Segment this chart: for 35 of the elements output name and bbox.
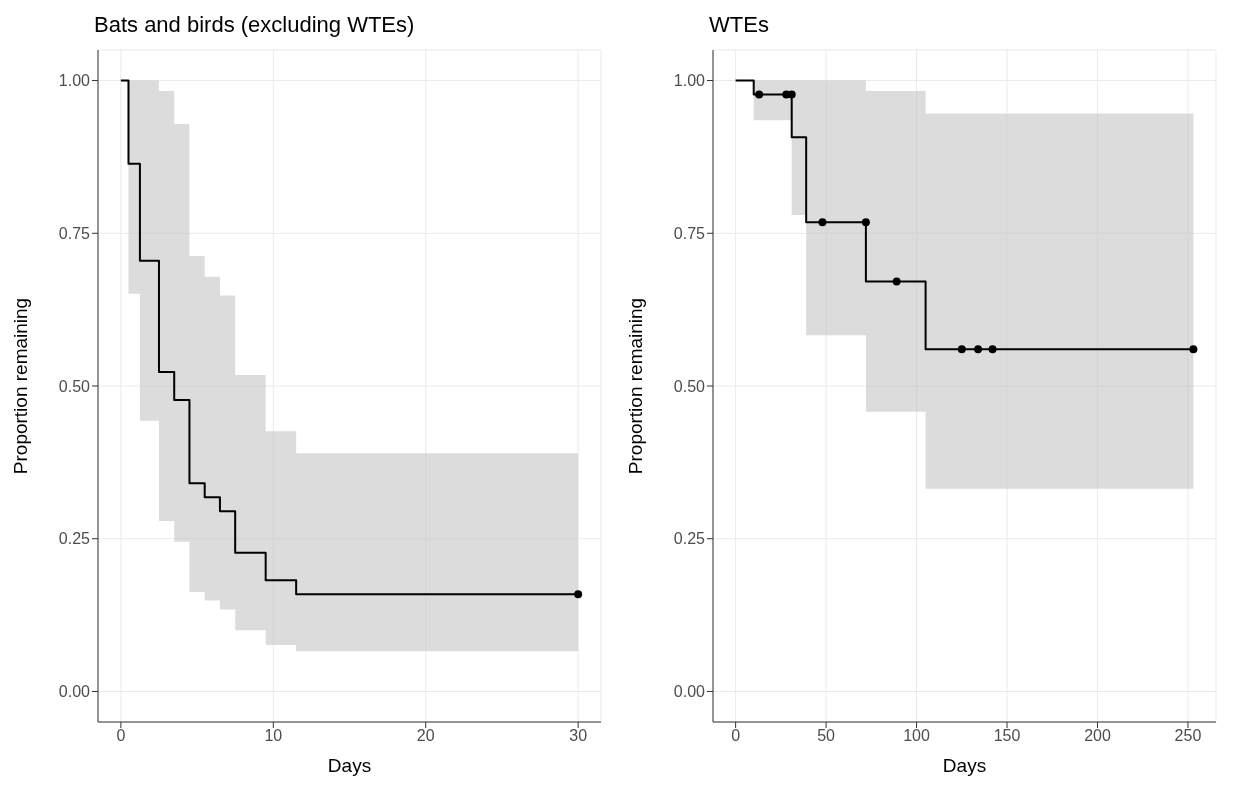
x-tick-label: 100 xyxy=(903,727,930,745)
x-tick-label: 30 xyxy=(569,727,588,745)
point xyxy=(818,218,827,227)
point xyxy=(974,345,983,354)
x-axis-title: Days xyxy=(942,755,987,776)
y-tick-label: 0.25 xyxy=(673,530,706,548)
point xyxy=(755,90,764,99)
x-tick-label: 250 xyxy=(1174,727,1202,745)
y-axis-title: Proportion remaining xyxy=(624,297,646,475)
y-tick-label: 0.50 xyxy=(673,377,706,395)
x-tick-label: 0 xyxy=(731,727,741,745)
chart-title: WTEs xyxy=(709,11,770,39)
x-tick-label: 10 xyxy=(264,727,283,745)
y-tick-label: 0.75 xyxy=(58,224,91,242)
y-tick-label: 1.00 xyxy=(673,72,706,90)
x-tick-label: 20 xyxy=(416,727,435,745)
point xyxy=(892,277,901,286)
point xyxy=(787,90,796,99)
point xyxy=(1189,345,1198,354)
y-tick-label: 0.50 xyxy=(58,377,91,395)
x-tick-label: 50 xyxy=(817,727,836,745)
x-axis-title: Days xyxy=(327,755,372,776)
y-tick-label: 0.75 xyxy=(673,224,706,242)
y-tick-label: 0.25 xyxy=(58,530,91,548)
y-axis-title: Proportion remaining xyxy=(9,297,31,475)
point xyxy=(988,345,997,354)
x-tick-label: 0 xyxy=(116,727,126,745)
point xyxy=(861,218,870,227)
y-tick-label: 1.00 xyxy=(58,72,91,90)
y-tick-label: 0.00 xyxy=(673,683,706,701)
y-tick-label: 0.00 xyxy=(58,683,91,701)
x-tick-label: 150 xyxy=(993,727,1021,745)
chart-title: Bats and birds (excluding WTEs) xyxy=(94,11,416,39)
point xyxy=(957,345,966,354)
x-tick-label: 200 xyxy=(1084,727,1111,745)
